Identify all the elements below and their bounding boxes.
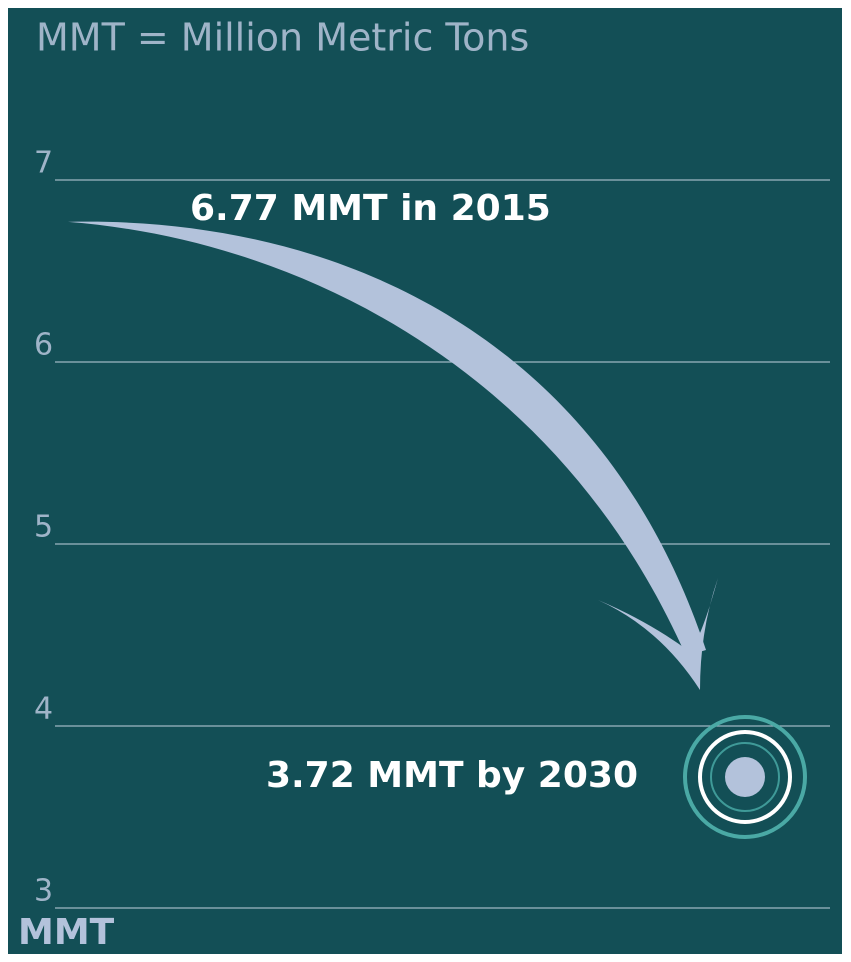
y-tick-label: 7 <box>34 146 53 181</box>
y-tick-label: 4 <box>34 692 53 727</box>
end-point <box>725 756 765 797</box>
outer-ring <box>683 714 807 839</box>
y-tick-label: 5 <box>34 510 53 545</box>
y-axis-label: MMT <box>18 912 115 953</box>
chart-title: MMT = Million Metric Tons <box>36 16 529 60</box>
inner-ring <box>710 741 780 812</box>
white-ring <box>698 729 792 824</box>
y-tick-label: 6 <box>34 328 53 363</box>
arrowhead <box>598 578 718 690</box>
end-label: 3.72 MMT by 2030 <box>266 755 638 796</box>
y-tick-label: 3 <box>34 874 53 909</box>
start-label: 6.77 MMT in 2015 <box>190 188 551 229</box>
arrow <box>68 221 706 656</box>
